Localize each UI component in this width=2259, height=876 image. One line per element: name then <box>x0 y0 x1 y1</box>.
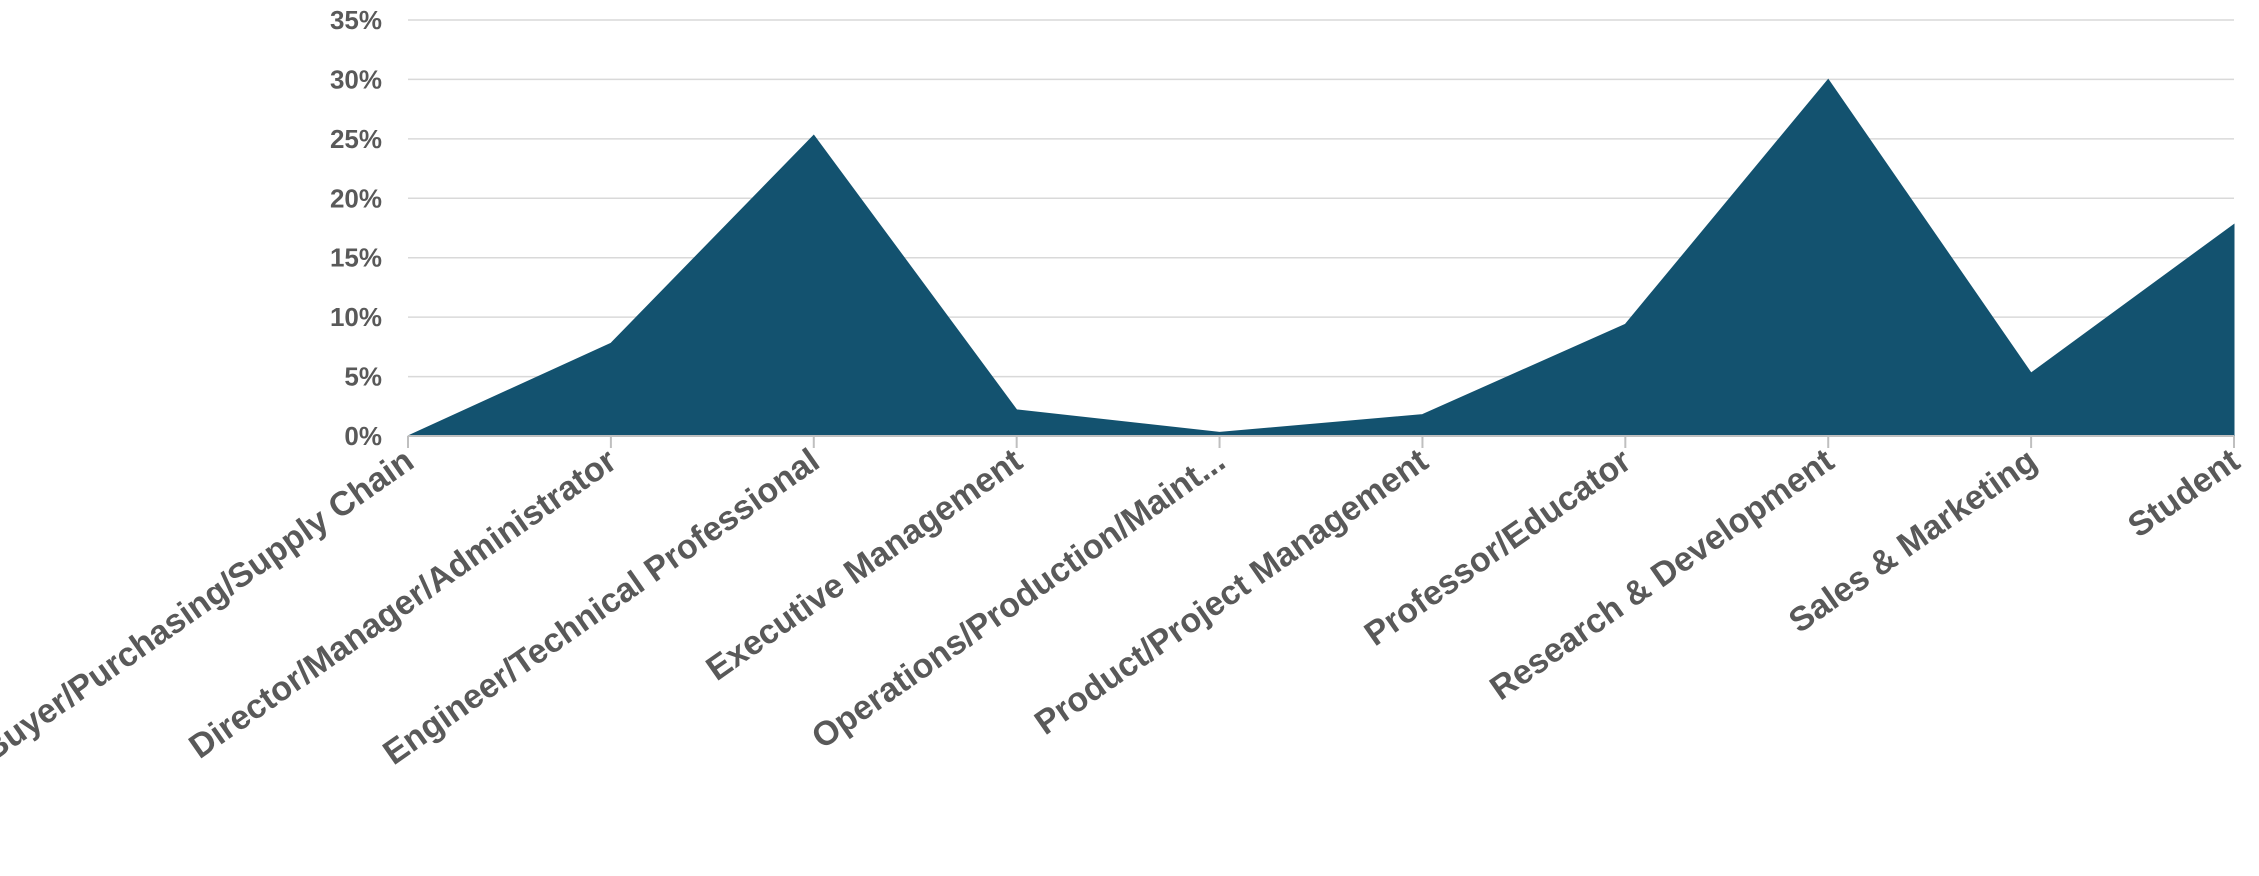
y-tick-label: 20% <box>330 183 382 213</box>
y-tick-label: 5% <box>344 362 382 392</box>
y-tick-label: 10% <box>330 302 382 332</box>
y-tick-label: 35% <box>330 5 382 35</box>
y-tick-label: 25% <box>330 124 382 154</box>
x-axis <box>407 435 2235 448</box>
x-axis-tick-labels: Buyer/Purchasing/Supply ChainDirector/Ma… <box>0 441 2247 772</box>
y-tick-label: 15% <box>330 243 382 273</box>
y-tick-label: 30% <box>330 64 382 94</box>
y-axis-tick-labels: 0% 5% 10% 15% 20% 25% 30% 35% <box>330 5 382 451</box>
x-tick-label: Product/Project Management <box>1028 441 1435 742</box>
x-tick-label: Director/Manager/Administrator <box>182 441 623 766</box>
area-series <box>407 78 2235 437</box>
x-tick-label: Executive Management <box>699 441 1029 688</box>
x-tick-label: Research & Development <box>1483 441 1841 707</box>
y-tick-label: 0% <box>344 421 382 451</box>
x-tick-label: Operations/Production/Maint... <box>805 441 1232 756</box>
x-tick-label: Engineer/Technical Professional <box>376 441 826 772</box>
x-tick-label: Student <box>2121 441 2246 545</box>
area-series-fill <box>407 78 2235 437</box>
